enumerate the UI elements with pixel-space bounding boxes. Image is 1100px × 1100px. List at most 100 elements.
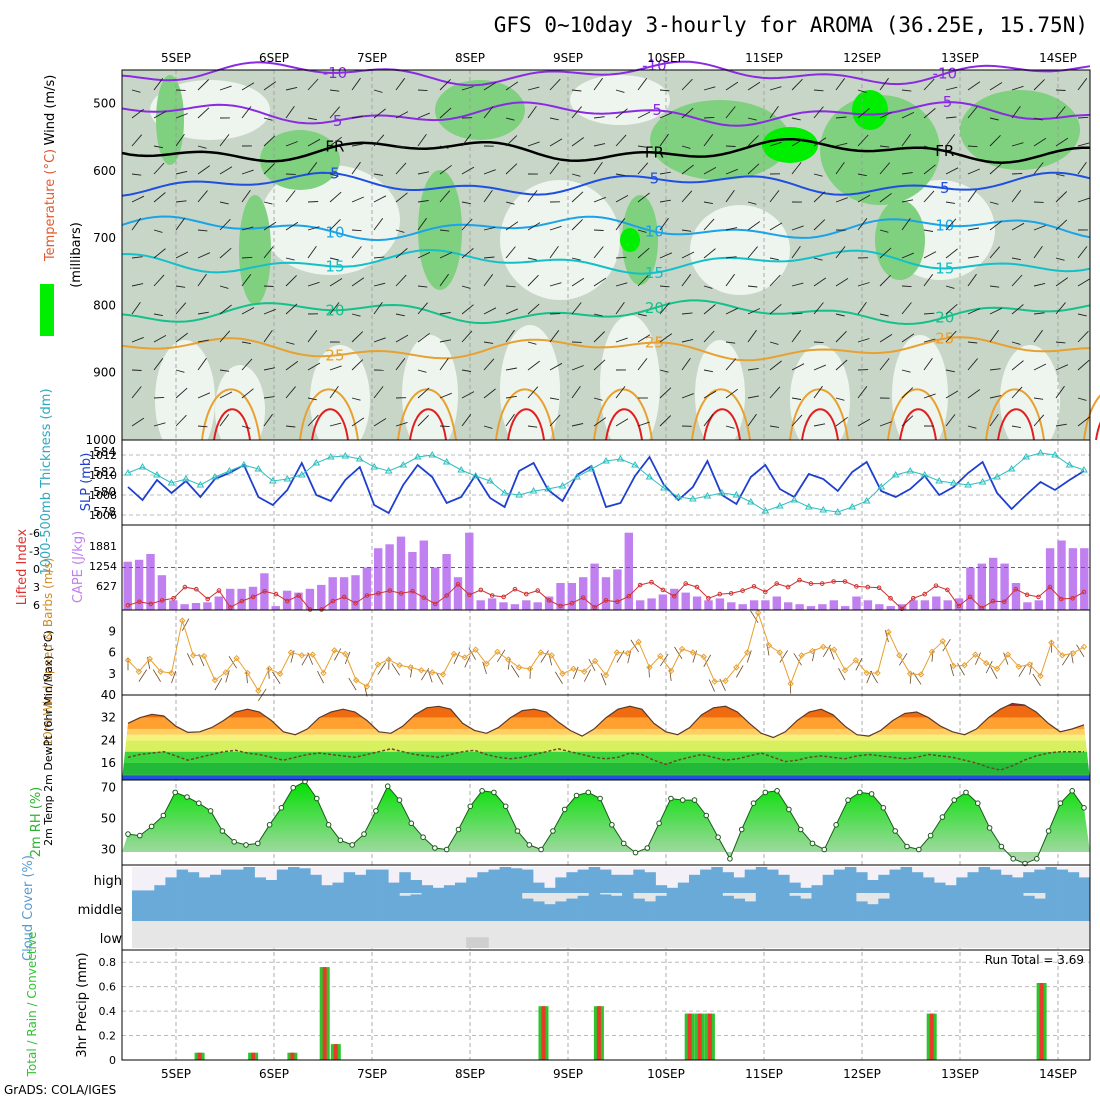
wind-barb-10m: [453, 651, 460, 665]
cloud-bar-high: [555, 877, 567, 893]
cloud-bar-middle: [755, 893, 768, 921]
wind-barb: [681, 338, 694, 343]
wind-barb-10m: [779, 650, 788, 663]
li-marker: [1081, 589, 1087, 595]
li-marker: [330, 598, 336, 604]
wind-barb: [131, 256, 143, 259]
li-marker: [387, 588, 393, 593]
temp-line: [127, 702, 1085, 739]
thickness-marker: [167, 479, 176, 486]
wind-barb: [175, 414, 187, 427]
wind-barb: [593, 161, 603, 175]
wind-barb: [373, 337, 386, 343]
li-marker: [728, 591, 734, 596]
cloud-bar-middle: [288, 893, 300, 921]
cape-bar: [784, 602, 793, 610]
wind-barb: [945, 248, 958, 259]
wind-barb: [901, 285, 912, 288]
wind-marker: [896, 652, 903, 659]
wind-barb: [967, 273, 977, 287]
wind-barb: [725, 358, 737, 371]
cloud-bar-high: [633, 869, 645, 893]
thickness-marker: [283, 475, 292, 482]
precip-convective-bar: [333, 1044, 338, 1060]
cape-bar: [681, 592, 690, 610]
wind-barb: [967, 308, 981, 315]
wind-marker: [613, 649, 621, 656]
cape-bar: [749, 600, 759, 610]
wind-barb: [373, 195, 387, 203]
cloud-bar-middle: [655, 895, 668, 921]
wind-barb: [835, 330, 847, 343]
cloud-bar-high: [321, 885, 333, 893]
wind-barb: [351, 331, 364, 343]
li-marker: [296, 593, 302, 598]
wind-barb: [461, 391, 475, 399]
isotherm-line: [121, 215, 1091, 242]
cape-bar: [408, 552, 417, 610]
precip-convective-bar: [290, 1052, 295, 1060]
wind-barb: [835, 359, 848, 371]
wind-barb: [549, 330, 560, 343]
rh-marker: [821, 846, 828, 853]
li-marker: [854, 584, 859, 589]
rh-marker: [880, 805, 887, 811]
wind-barb: [395, 192, 408, 203]
wind-barb: [549, 245, 559, 259]
cloud-bar-high: [1023, 872, 1035, 893]
wind-barb: [725, 145, 736, 147]
wind-barb: [769, 86, 782, 91]
temp-band: [122, 734, 1090, 741]
wind-barb: [813, 137, 827, 147]
wind-barb: [417, 369, 427, 373]
wind-barb: [263, 117, 273, 121]
cloud-bar-high: [499, 867, 512, 893]
dewpoint-line: [127, 748, 1084, 771]
cloud-bar-middle: [176, 893, 189, 921]
cape-bar: [977, 563, 986, 610]
warm-arc: [495, 388, 555, 441]
wind-barb: [901, 111, 915, 119]
cape-bar: [134, 559, 144, 610]
cloud-bar-high: [956, 877, 968, 893]
cloud-bar-high: [254, 877, 266, 893]
cape-bar: [692, 596, 702, 610]
thickness-tick-label: 582: [93, 465, 116, 479]
wind-barb: [593, 313, 603, 317]
li-marker: [467, 592, 472, 598]
wind-barb: [549, 78, 561, 91]
li-marker: [717, 591, 723, 597]
wind-barb: [307, 245, 317, 259]
thickness-marker: [225, 467, 234, 474]
wind-barb: [571, 365, 584, 371]
cloud-bar-middle: [588, 893, 601, 921]
wind-barb: [395, 358, 406, 371]
wind-barb: [989, 82, 1003, 91]
cloud-bar-high: [176, 869, 189, 893]
cape-bar: [886, 606, 895, 610]
wind-barb: [461, 304, 474, 315]
cloud-bar-middle: [689, 893, 701, 921]
bottom-day-label: 10SEP: [647, 1067, 685, 1081]
wind-barb: [725, 256, 737, 259]
li-marker: [250, 594, 256, 600]
wind-barb-10m: [1076, 644, 1085, 658]
wind-barb: [329, 136, 342, 147]
li-marker: [637, 582, 643, 588]
wind-barb: [791, 397, 802, 400]
wind-barb: [263, 413, 273, 427]
wind-marker: [266, 665, 273, 672]
wind-barb: [483, 189, 493, 203]
cloud-bar-middle: [154, 893, 166, 921]
rh-marker: [857, 789, 863, 796]
credit-text: GrADS: COLA/IGES: [4, 1083, 116, 1097]
wind-barb: [241, 425, 251, 429]
wind-barb: [1011, 360, 1024, 371]
wind-barb: [857, 89, 867, 93]
li-marker: [364, 593, 370, 598]
wind-barb: [901, 415, 914, 427]
cloud-bar-middle: [978, 893, 991, 921]
isotherm-label: 5: [650, 170, 660, 188]
cloud-bar-middle: [889, 893, 901, 921]
wind-barb: [945, 167, 959, 175]
